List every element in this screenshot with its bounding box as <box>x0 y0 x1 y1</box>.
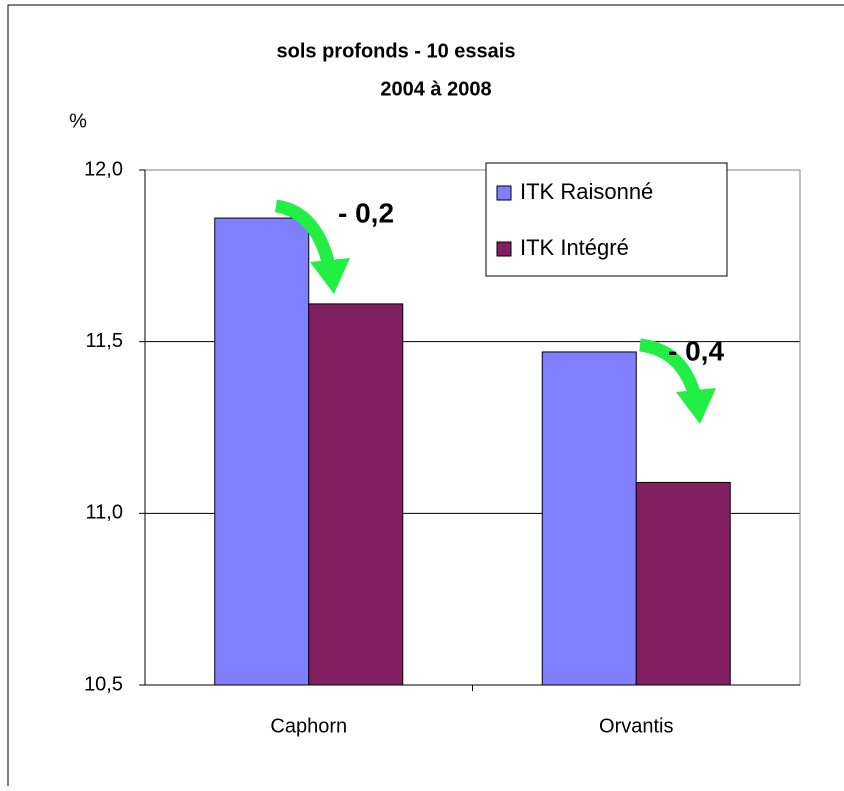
bar <box>214 217 310 686</box>
x-tick-label: Orvantis <box>599 715 673 737</box>
chart-subtitle: 2004 à 2008 <box>380 78 491 100</box>
y-tick-label: 11,5 <box>86 330 123 352</box>
bar <box>308 303 404 686</box>
legend: ITK Raisonné ITK Intégré <box>485 162 728 277</box>
axes: 10,5 11,0 11,5 12,0 Caphorn Orvantis <box>84 158 800 737</box>
annotation: - 0,4 <box>668 335 724 366</box>
y-tick-label: 11,0 <box>86 502 123 524</box>
bars <box>214 217 731 686</box>
legend-swatch <box>496 185 512 201</box>
bar <box>541 351 637 686</box>
legend-swatch <box>496 241 512 257</box>
legend-label: ITK Raisonné <box>520 179 653 204</box>
y-tick-label: 10,5 <box>84 673 123 695</box>
chart-frame <box>7 4 844 786</box>
legend-label: ITK Intégré <box>520 235 629 260</box>
y-axis-label: % <box>69 110 87 132</box>
legend-box <box>485 162 728 277</box>
x-tick-label: Caphorn <box>270 715 347 737</box>
arrow <box>638 338 716 424</box>
arrow <box>274 199 350 294</box>
arrow-head <box>676 388 716 424</box>
arrow-head <box>310 258 350 294</box>
chart-title: sols profonds - 10 essais <box>277 40 516 62</box>
bar <box>635 481 731 686</box>
annotation: - 0,2 <box>338 197 394 228</box>
arrow-shaft <box>274 199 337 272</box>
y-tick-label: 12,0 <box>84 158 123 180</box>
